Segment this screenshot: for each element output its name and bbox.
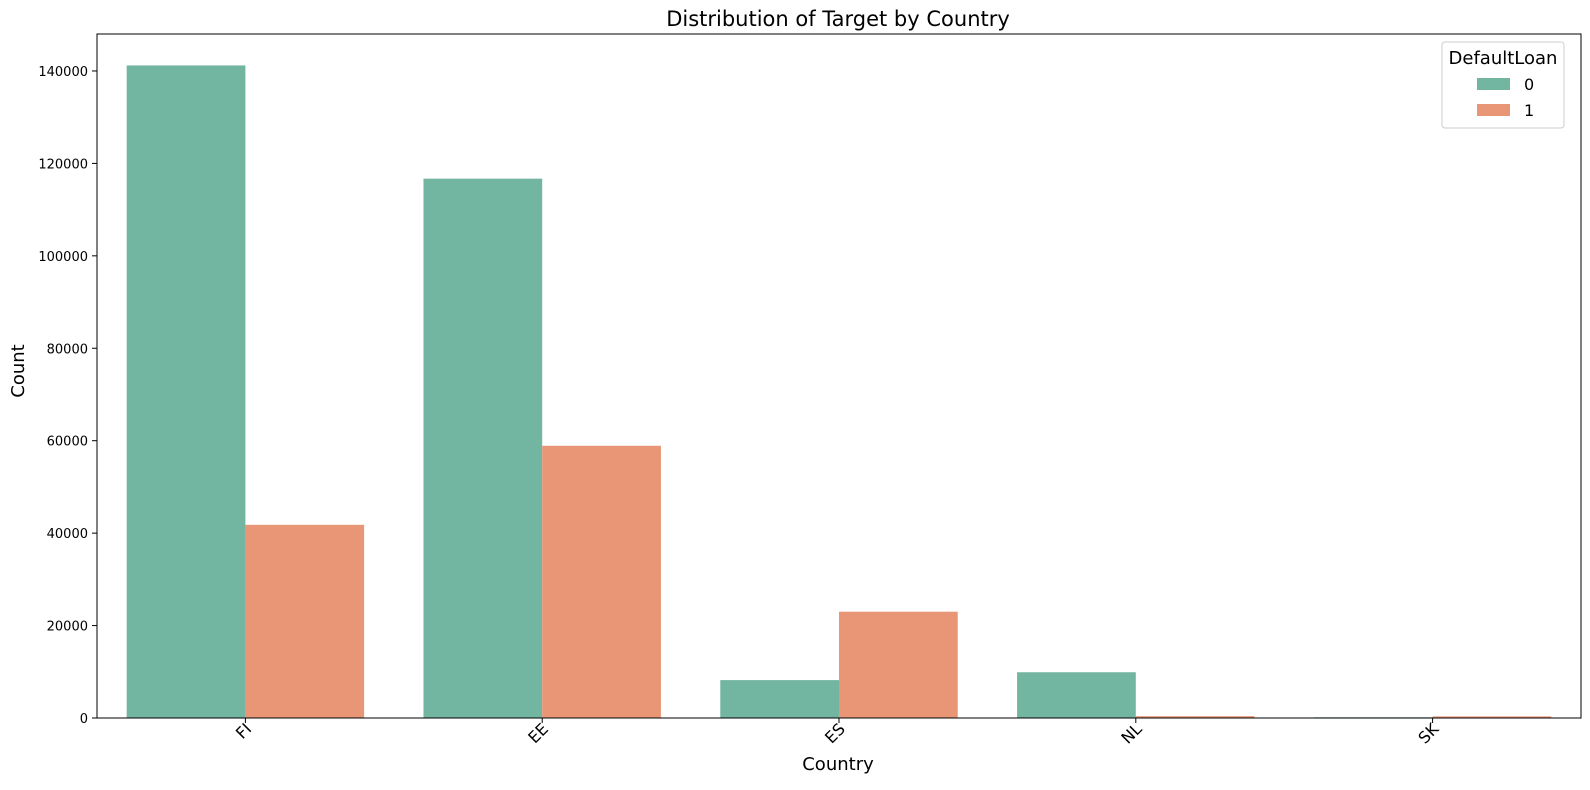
x-tick-label: ES — [821, 719, 849, 747]
y-tick-label: 60000 — [47, 435, 88, 450]
plot-frame — [96, 33, 1582, 719]
legend-label-0: 0 — [1524, 75, 1534, 94]
y-tick-label: 0 — [80, 712, 88, 727]
bar-ES-series-0 — [720, 680, 839, 718]
bar-EE-series-0 — [423, 178, 543, 719]
y-tick-label: 140000 — [38, 65, 88, 80]
y-tick-label: 100000 — [38, 250, 88, 265]
y-tick-label: 40000 — [47, 527, 88, 542]
bar-FI-series-1 — [245, 524, 365, 718]
legend: DefaultLoan 0 1 — [1441, 41, 1565, 129]
bar-SK-series-1 — [1432, 716, 1552, 718]
y-tick-label: 120000 — [38, 157, 88, 172]
x-tick-label: SK — [1414, 719, 1442, 747]
x-tick-label: EE — [524, 719, 552, 747]
bar-NL-series-0 — [1017, 672, 1136, 718]
legend-swatch-1 — [1477, 104, 1510, 116]
x-tick-label: NL — [1117, 719, 1145, 747]
x-tick-label: FI — [232, 719, 255, 742]
bar-FI-series-0 — [126, 65, 246, 719]
y-axis-ticks: 0 20000 40000 60000 80000 100000 120000 140000 — [38, 65, 97, 727]
x-axis-label: Country — [802, 754, 874, 775]
legend-title: DefaultLoan — [1449, 48, 1558, 69]
legend-label-1: 1 — [1524, 101, 1534, 120]
y-tick-label: 20000 — [47, 620, 88, 635]
y-axis-label: Count — [8, 344, 29, 397]
bar-NL-series-1 — [1135, 716, 1255, 718]
y-tick-label: 80000 — [47, 342, 88, 357]
x-axis-ticks: FI EE ES NL SK — [232, 718, 1443, 748]
chart-title: Distribution of Target by Country — [666, 7, 1010, 31]
legend-swatch-0 — [1477, 78, 1510, 90]
bar-ES-series-1 — [839, 611, 958, 718]
bars — [126, 65, 1552, 719]
bar-EE-series-1 — [542, 445, 661, 718]
